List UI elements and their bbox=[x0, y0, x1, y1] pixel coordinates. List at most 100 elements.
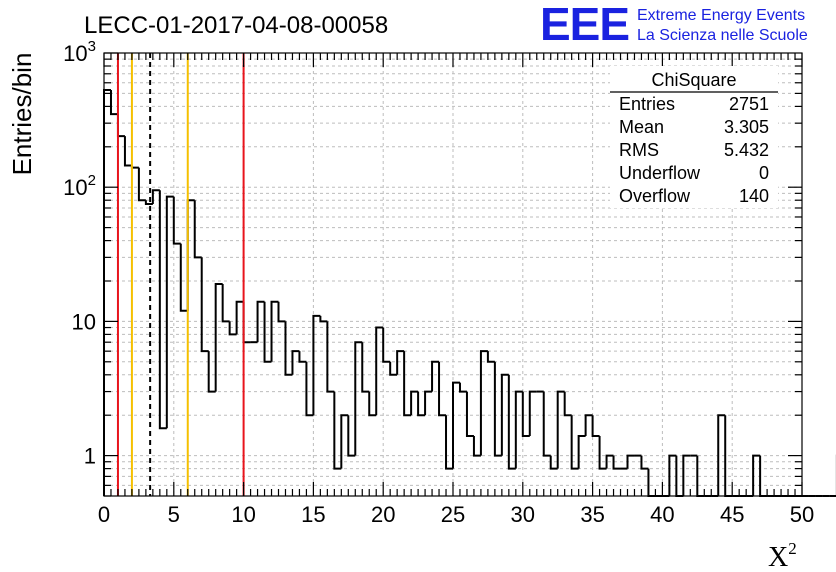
histogram-bin bbox=[410, 390, 419, 416]
stats-label-rms: RMS bbox=[619, 140, 659, 160]
histogram-bin bbox=[486, 351, 495, 363]
histogram-bin bbox=[528, 390, 537, 436]
histogram-bin bbox=[563, 391, 572, 417]
x-tick-label: 25 bbox=[441, 502, 465, 527]
histogram-bin bbox=[570, 415, 579, 470]
histogram-bin bbox=[389, 361, 398, 376]
histogram-bin bbox=[207, 351, 216, 393]
histogram-bin bbox=[179, 243, 188, 312]
histogram-bin bbox=[277, 301, 286, 323]
x-tick-label: 50 bbox=[790, 502, 814, 527]
histogram-bin bbox=[452, 381, 460, 469]
stats-box-background bbox=[610, 66, 778, 208]
histogram-bin bbox=[549, 455, 558, 470]
histogram-bin bbox=[542, 391, 551, 457]
histogram-bin bbox=[521, 391, 530, 437]
y-tick-label: 10 bbox=[72, 309, 96, 334]
histogram-bin bbox=[375, 326, 384, 416]
histogram-bin bbox=[584, 414, 593, 436]
histogram-bin bbox=[465, 391, 474, 437]
histogram-bin bbox=[354, 341, 363, 456]
x-tick-label: 10 bbox=[231, 502, 255, 527]
x-tick-label: 30 bbox=[511, 502, 535, 527]
histogram-bin bbox=[340, 414, 349, 469]
histogram-bin bbox=[165, 195, 174, 429]
histogram-bin bbox=[103, 89, 111, 496]
x-tick-label: 15 bbox=[301, 502, 325, 527]
x-axis-label-base: X bbox=[768, 542, 788, 572]
histogram-bin bbox=[172, 196, 181, 245]
stats-value-overflow: 140 bbox=[739, 186, 769, 206]
histogram-bin bbox=[361, 342, 370, 393]
x-tick-label: 5 bbox=[168, 502, 180, 527]
histogram-bin bbox=[221, 283, 230, 323]
histogram-bin bbox=[514, 390, 523, 469]
histogram-bin bbox=[193, 200, 202, 259]
stats-label-overflow: Overflow bbox=[619, 186, 691, 206]
histogram-bin bbox=[284, 321, 293, 376]
histogram-bin bbox=[472, 435, 481, 457]
stats-value-underflow: 0 bbox=[759, 163, 769, 183]
histogram-bin bbox=[605, 454, 614, 469]
histogram-bin bbox=[109, 90, 118, 116]
histogram-bin bbox=[368, 391, 377, 417]
histogram-bin bbox=[319, 315, 328, 323]
x-tick-label: 0 bbox=[98, 502, 110, 527]
x-axis-label: X2 bbox=[768, 539, 797, 572]
y-tick-label: 103 bbox=[63, 38, 96, 66]
histogram-bin bbox=[256, 300, 265, 343]
stats-label-mean: Mean bbox=[619, 117, 664, 137]
stats-box: ChiSquare Entries 2751 Mean 3.305 RMS 5.… bbox=[610, 66, 778, 208]
histogram-bin bbox=[479, 350, 488, 456]
histogram-bin bbox=[151, 189, 160, 204]
axis-ticks: 0 5 10 15 20 25 30 35 40 45 50 1 10 102 103 bbox=[63, 38, 814, 527]
histogram-bin bbox=[507, 374, 516, 470]
histogram-bin bbox=[291, 350, 300, 375]
chart-title: LECC-01-2017-04-08-00058 bbox=[84, 12, 388, 39]
histogram-bin bbox=[647, 468, 656, 497]
histogram-bin bbox=[556, 390, 565, 469]
histogram-bin bbox=[137, 167, 146, 202]
stats-label-underflow: Underflow bbox=[619, 163, 701, 183]
x-tick-label: 35 bbox=[580, 502, 604, 527]
histogram-bin bbox=[591, 415, 600, 437]
eee-logo: EEE Extreme Energy Events La Scienza nel… bbox=[540, 0, 808, 50]
histogram-bin bbox=[500, 373, 509, 456]
marker-lines bbox=[116, 53, 245, 496]
histogram-bin bbox=[158, 190, 167, 430]
logo-line-1: Extreme Energy Events bbox=[637, 7, 805, 24]
histogram-bin bbox=[640, 455, 649, 470]
histogram-bin bbox=[598, 435, 607, 470]
histogram-bin bbox=[431, 360, 440, 392]
histogram-bin bbox=[130, 165, 139, 169]
histogram-bin bbox=[270, 300, 279, 362]
histogram-bin bbox=[458, 382, 467, 393]
histogram-bin bbox=[382, 327, 391, 363]
stats-value-rms: 5.432 bbox=[724, 140, 769, 160]
histogram-bin bbox=[347, 415, 356, 457]
histogram-bin bbox=[333, 391, 342, 470]
histogram-bin bbox=[612, 455, 621, 470]
histogram-bin bbox=[298, 351, 307, 363]
histogram-bin bbox=[626, 454, 635, 469]
histogram-bin bbox=[214, 282, 223, 392]
x-axis-label-exponent: 2 bbox=[788, 539, 797, 558]
histogram-bin bbox=[123, 136, 132, 167]
grid bbox=[104, 53, 802, 497]
histogram-bin bbox=[717, 414, 726, 496]
histogram-bin bbox=[668, 454, 677, 496]
histogram-bin bbox=[228, 321, 237, 336]
logo-line-2: La Scienza nelle Scuole bbox=[637, 27, 808, 44]
histogram-bin bbox=[682, 454, 691, 496]
eee-logo-mark: EEE bbox=[540, 0, 629, 50]
y-tick-label: 1 bbox=[84, 444, 96, 469]
histogram-bin bbox=[326, 321, 335, 393]
stats-label-entries: Entries bbox=[619, 94, 675, 114]
histogram-bin bbox=[305, 361, 314, 417]
stats-value-mean: 3.305 bbox=[724, 117, 769, 137]
histogram-bin bbox=[242, 301, 251, 344]
histogram-bin bbox=[396, 350, 405, 375]
x-tick-label: 45 bbox=[720, 502, 744, 527]
histogram-bin bbox=[438, 361, 447, 417]
